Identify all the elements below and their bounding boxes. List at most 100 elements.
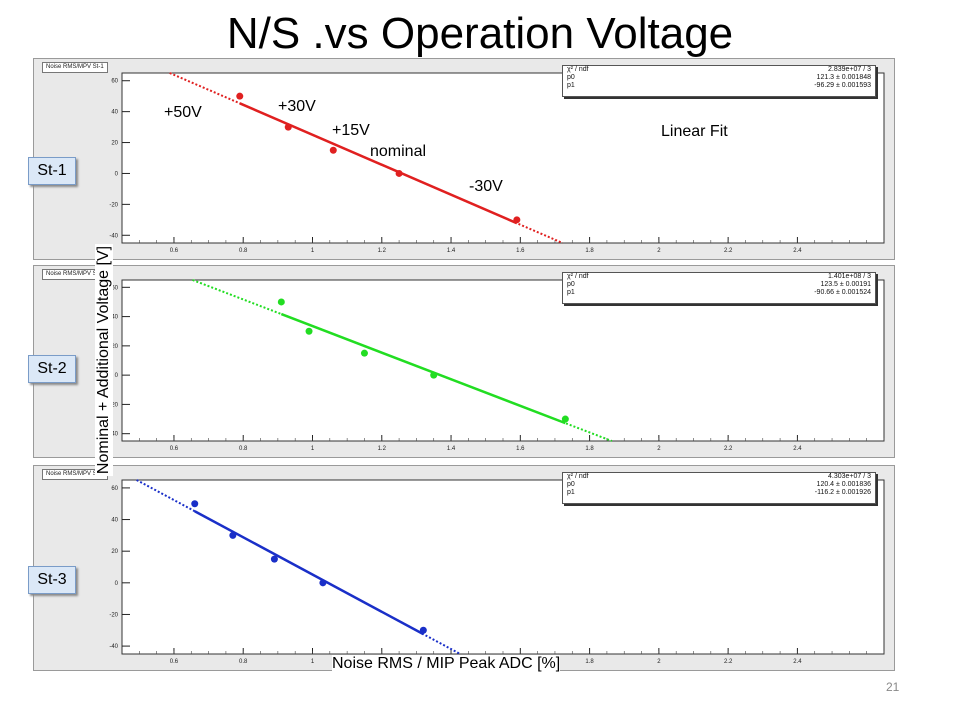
data-point [430,371,438,379]
fit-line [280,312,566,425]
data-point [329,146,337,154]
chi2-label: χ² / ndf [567,66,589,73]
y-tick-label: 40 [111,110,118,116]
point-label-minus30v: -30V [469,178,503,195]
y-tick-label: 20 [111,344,118,350]
data-point [395,169,403,177]
x-tick-label: 1.6 [516,248,525,254]
data-point [191,500,199,508]
station-tag-st-2: St-2 [28,355,76,383]
slide-title: N/S .vs Operation Voltage [226,9,734,58]
x-tick-label: 0.6 [170,659,179,665]
data-point [277,298,285,306]
x-tick-label: 1.6 [516,446,525,452]
plot-frame [121,479,885,655]
x-tick-label: 2.4 [793,446,802,452]
x-tick-label: 2.2 [724,248,733,254]
fit-stats-box: χ² / ndf 1.401e+08 / 3 p0 123.5 ± 0.00191 … [562,272,876,304]
data-point [229,531,237,539]
x-tick-label: 2.4 [793,248,802,254]
point-label-nominal: nominal [370,143,427,160]
histogram-title: Noise RMS/MPV St-1 [42,62,108,73]
data-point [419,626,427,634]
station-tag-st-1: St-1 [28,157,76,185]
point-label-plus50v: +50V [164,104,202,121]
chi2-label: χ² / ndf [567,473,589,480]
x-tick-label: 1.8 [585,659,594,665]
chi2-value: 2.839e+07 / 3 [827,66,871,73]
x-tick-label: 1.2 [378,248,387,254]
data-point [360,349,368,357]
y-tick-label: 0 [115,373,119,379]
page-number: 21 [886,680,900,694]
p0-value: 120.4 ± 0.001836 [816,481,871,488]
p0-value: 121.3 ± 0.001848 [816,74,871,81]
p1-value: -96.29 ± 0.001593 [814,82,871,89]
y-tick-label: 60 [111,285,118,291]
panel-st-3: Noise RMS/MPV St-3 0.60.811.21.41.61.822… [33,465,895,671]
p1-label: p1 [567,82,575,89]
x-tick-label: 0.8 [239,659,248,665]
y-tick-label: 0 [115,171,119,177]
fit-label: Linear Fit [661,123,728,140]
y-tick-label: 20 [111,549,118,555]
x-tick-label: 2.2 [724,446,733,452]
y-tick-label: -40 [109,233,118,239]
x-tick-label: 1 [311,248,315,254]
y-tick-label: -40 [109,644,118,650]
fit-stats-box: χ² / ndf 2.839e+07 / 3 p0 121.3 ± 0.001848… [562,65,876,97]
panel-st-1: Noise RMS/MPV St-1 0.6 0.8 1 1.2 1.4 1.6 1.8 2 2… [33,58,895,260]
point-label-plus30v: +30V [278,98,316,115]
p0-label: p0 [567,74,575,81]
x-tick-label: 1.2 [378,446,387,452]
data-point [270,555,278,563]
data-point [561,415,569,423]
x-tick-label: 2 [657,248,661,254]
chi2-label: χ² / ndf [567,273,589,280]
chi2-value: 4.303e+07 / 3 [827,473,871,480]
x-tick-label: 1.8 [585,446,594,452]
plot-st-2: 0.6 0.8 1 1.2 1.4 1.6 1.8 2 2.2 2.4 60 40 20 0 -20 -40 [109,279,885,452]
data-point [319,579,327,587]
p1-label: p1 [567,489,575,496]
x-tick-label: 1.4 [447,446,456,452]
p0-value: 123.5 ± 0.00191 [820,281,871,288]
y-axis-title: Nominal + Additional Voltage [V] [95,243,113,477]
x-tick-label: 2 [657,446,661,452]
p1-label: p1 [567,289,575,296]
fit-line [194,510,424,636]
plot-frame [121,279,885,442]
data-point [513,216,521,224]
p1-value: -90.66 ± 0.001524 [814,289,871,296]
plot-frame [121,72,885,244]
x-tick-label: 0.8 [239,248,248,254]
fit-line-extension [136,479,461,655]
x-tick-label: 1 [311,659,315,665]
panel-st-2: Noise RMS/MPV St-2 0.6 0.8 1 1.2 1.4 1.6 1.8 2 2… [33,265,895,458]
fit-stats-box: χ² / ndf 4.303e+07 / 3 p0 120.4 ± 0.001836… [562,472,876,504]
point-label-plus15v: +15V [332,122,370,139]
data-point [305,327,313,335]
x-tick-label: 1 [311,446,315,452]
y-tick-label: 60 [111,486,118,492]
y-tick-label: -20 [109,612,118,618]
x-tick-label: 1.8 [585,248,594,254]
x-axis-title: Noise RMS / MIP Peak ADC [%] [332,655,561,673]
x-tick-label: 2.2 [724,659,733,665]
fit-line [239,102,518,225]
p0-label: p0 [567,281,575,288]
data-point [284,123,292,131]
chi2-value: 1.401e+08 / 3 [827,273,871,280]
data-point [236,92,244,100]
x-tick-label: 0.6 [170,446,179,452]
y-tick-label: 40 [111,315,118,321]
y-tick-label: 60 [111,79,118,85]
x-tick-label: 0.8 [239,446,248,452]
y-tick-label: 40 [111,518,118,524]
x-tick-label: 0.6 [170,248,179,254]
y-tick-label: -20 [109,402,118,408]
x-tick-label: 2 [657,659,661,665]
plot-st-1: 0.6 0.8 1 1.2 1.4 1.6 1.8 2 2.2 2.4 60 40 20 0 -20 -40 [109,72,885,254]
y-tick-label: -40 [109,432,118,438]
